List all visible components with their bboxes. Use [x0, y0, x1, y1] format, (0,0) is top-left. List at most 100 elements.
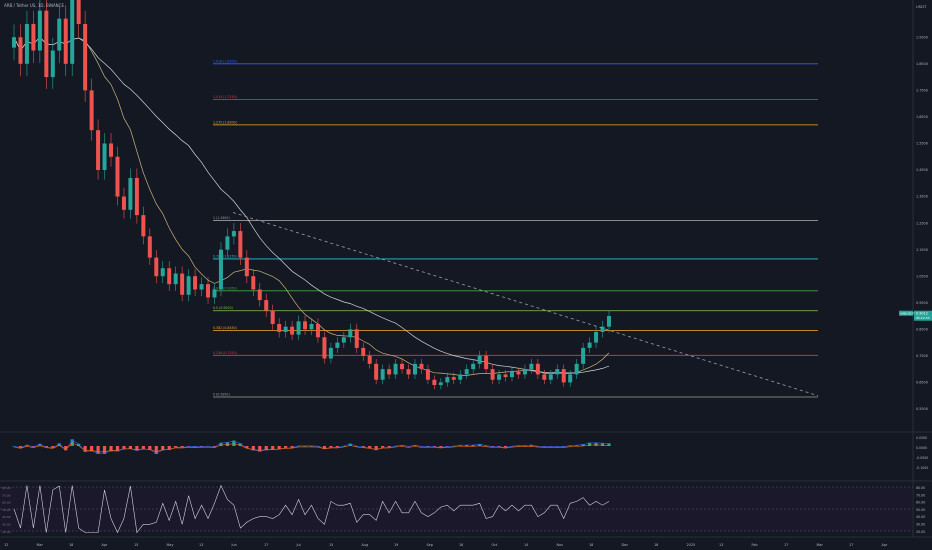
rsi-tick-label: 20.00 — [916, 530, 925, 534]
candle-body — [522, 369, 527, 375]
candle-body — [290, 326, 295, 335]
macd-histogram-bar — [426, 446, 430, 447]
countdown-label: 05:12:33 — [916, 316, 930, 320]
rsi-axis: 80.00 70.00 60.00 50.00 40.00 30.00 20.00 80.00… — [2, 486, 925, 534]
time-tick-label: 13 — [199, 543, 203, 547]
trendline[interactable] — [232, 212, 819, 397]
candle-body — [367, 355, 372, 364]
macd-histogram-bar — [503, 446, 508, 448]
candle-body — [109, 143, 114, 157]
macd-histogram-bar — [251, 446, 255, 451]
macd-histogram-bar — [600, 442, 605, 446]
macd-histogram-bar — [458, 445, 462, 446]
rsi-tick-label: 30.00 — [916, 523, 925, 527]
macd-histogram-bar — [355, 446, 359, 447]
candle-body — [516, 371, 521, 375]
candle-body — [89, 90, 94, 131]
macd-histogram-bar — [264, 446, 268, 451]
candle-body — [451, 377, 456, 380]
fib-level-label: 0 (0.5950) — [213, 393, 230, 397]
macd-histogram-bar — [64, 446, 68, 451]
macd-histogram-bar — [83, 446, 87, 452]
last-price-symbol: ARBUSDT — [900, 311, 915, 315]
candle-body — [600, 326, 605, 332]
macd-histogram-bar — [465, 444, 469, 446]
candle-body — [154, 257, 159, 277]
candle-body — [186, 276, 191, 295]
fib-level-label: 0.786 (1.1150) — [213, 254, 237, 258]
macd-histogram-bar — [199, 446, 204, 447]
candle-body — [277, 323, 282, 332]
candle-body — [503, 374, 508, 378]
price-tick-label: 0.9500 — [916, 301, 928, 305]
candlesticks — [12, 0, 611, 390]
candle-body — [128, 177, 133, 210]
candle-body — [341, 337, 346, 343]
macd-histogram-bar — [154, 446, 158, 454]
candle-body — [393, 363, 398, 375]
fib-level-label: 1.414 (1.7150) — [213, 95, 237, 99]
price-tick-label: 1.7500 — [916, 89, 928, 93]
macd-histogram-bar — [212, 446, 217, 448]
fib-level-label: 1.618 (1.8500) — [213, 59, 237, 63]
candle-body — [96, 130, 101, 170]
candle-body — [542, 374, 547, 380]
price-tick-label: 1.9500 — [916, 35, 928, 39]
macd-histogram-bar — [180, 446, 184, 448]
macd-tick-label: -0.1000 — [916, 466, 928, 470]
candle-body — [587, 342, 592, 348]
macd-histogram-bar — [471, 444, 475, 446]
time-tick-label: May — [167, 543, 174, 547]
candle-body — [141, 215, 146, 237]
candle-body — [37, 10, 42, 51]
macd-histogram-bar — [258, 446, 262, 452]
macd-histogram-bar — [368, 446, 372, 449]
time-tick-label: 16 — [654, 543, 658, 547]
candle-body — [244, 257, 249, 277]
macd-histogram-bar — [25, 444, 29, 446]
macd-histogram-bar — [167, 446, 171, 450]
candle-body — [199, 284, 204, 290]
macd-histogram-bar — [38, 443, 42, 446]
price-axis[interactable]: 1.9500 1.8500 1.7500 1.6500 1.5500 1.4500 1.35… — [916, 35, 928, 411]
candle-body — [529, 363, 534, 370]
candle-body — [477, 355, 482, 364]
macd-histogram-bar — [161, 446, 165, 451]
price-tick-label: 1.4500 — [916, 168, 928, 172]
candle-body — [44, 10, 49, 78]
time-tick-label: Mar — [817, 543, 824, 547]
candle-body — [63, 18, 68, 64]
macd-histogram-bar — [128, 446, 133, 449]
candle-body — [83, 23, 88, 91]
time-tick-label: Jun — [231, 543, 237, 547]
fibonacci-extension[interactable]: 1.618 (1.8500) 1.414 (1.7150) 1.272 (1.620… — [213, 59, 818, 398]
time-tick-label: Dec — [622, 543, 629, 547]
candle-body — [400, 363, 405, 370]
time-tick-label: Sep — [427, 543, 433, 547]
candle-body — [419, 363, 424, 370]
macd-axis: 0.0500 0.0000 -0.0500 -0.1000 — [916, 436, 928, 470]
macd-histogram-bar — [271, 446, 275, 450]
rsi-line — [13, 484, 610, 534]
candle-body — [225, 236, 230, 250]
candle-body — [134, 177, 139, 216]
time-tick-label: 15 — [329, 543, 333, 547]
macd-histogram-bar — [478, 444, 482, 446]
macd-histogram-bar — [174, 446, 178, 448]
candle-body — [212, 289, 217, 298]
time-axis[interactable]: 12 Mar 18 Apr 15 May 13 Jun 17 Jul 15 Aug 19 Sep 16 Oct… — [4, 543, 888, 547]
candle-body — [374, 363, 379, 380]
macd-pane[interactable] — [12, 439, 611, 454]
rsi-pane[interactable] — [13, 484, 610, 534]
rsi-left-tick: 30.00 — [2, 523, 11, 527]
macd-histogram-bar — [439, 446, 443, 448]
price-tick-label: 1.1500 — [916, 248, 928, 252]
macd-histogram-bar — [148, 446, 152, 450]
candle-body — [412, 363, 417, 375]
candle-body — [57, 18, 62, 51]
macd-histogram-bar — [497, 446, 501, 447]
rsi-left-tick: 70.00 — [2, 493, 11, 497]
candle-body — [328, 347, 333, 359]
candle-body — [387, 369, 392, 375]
